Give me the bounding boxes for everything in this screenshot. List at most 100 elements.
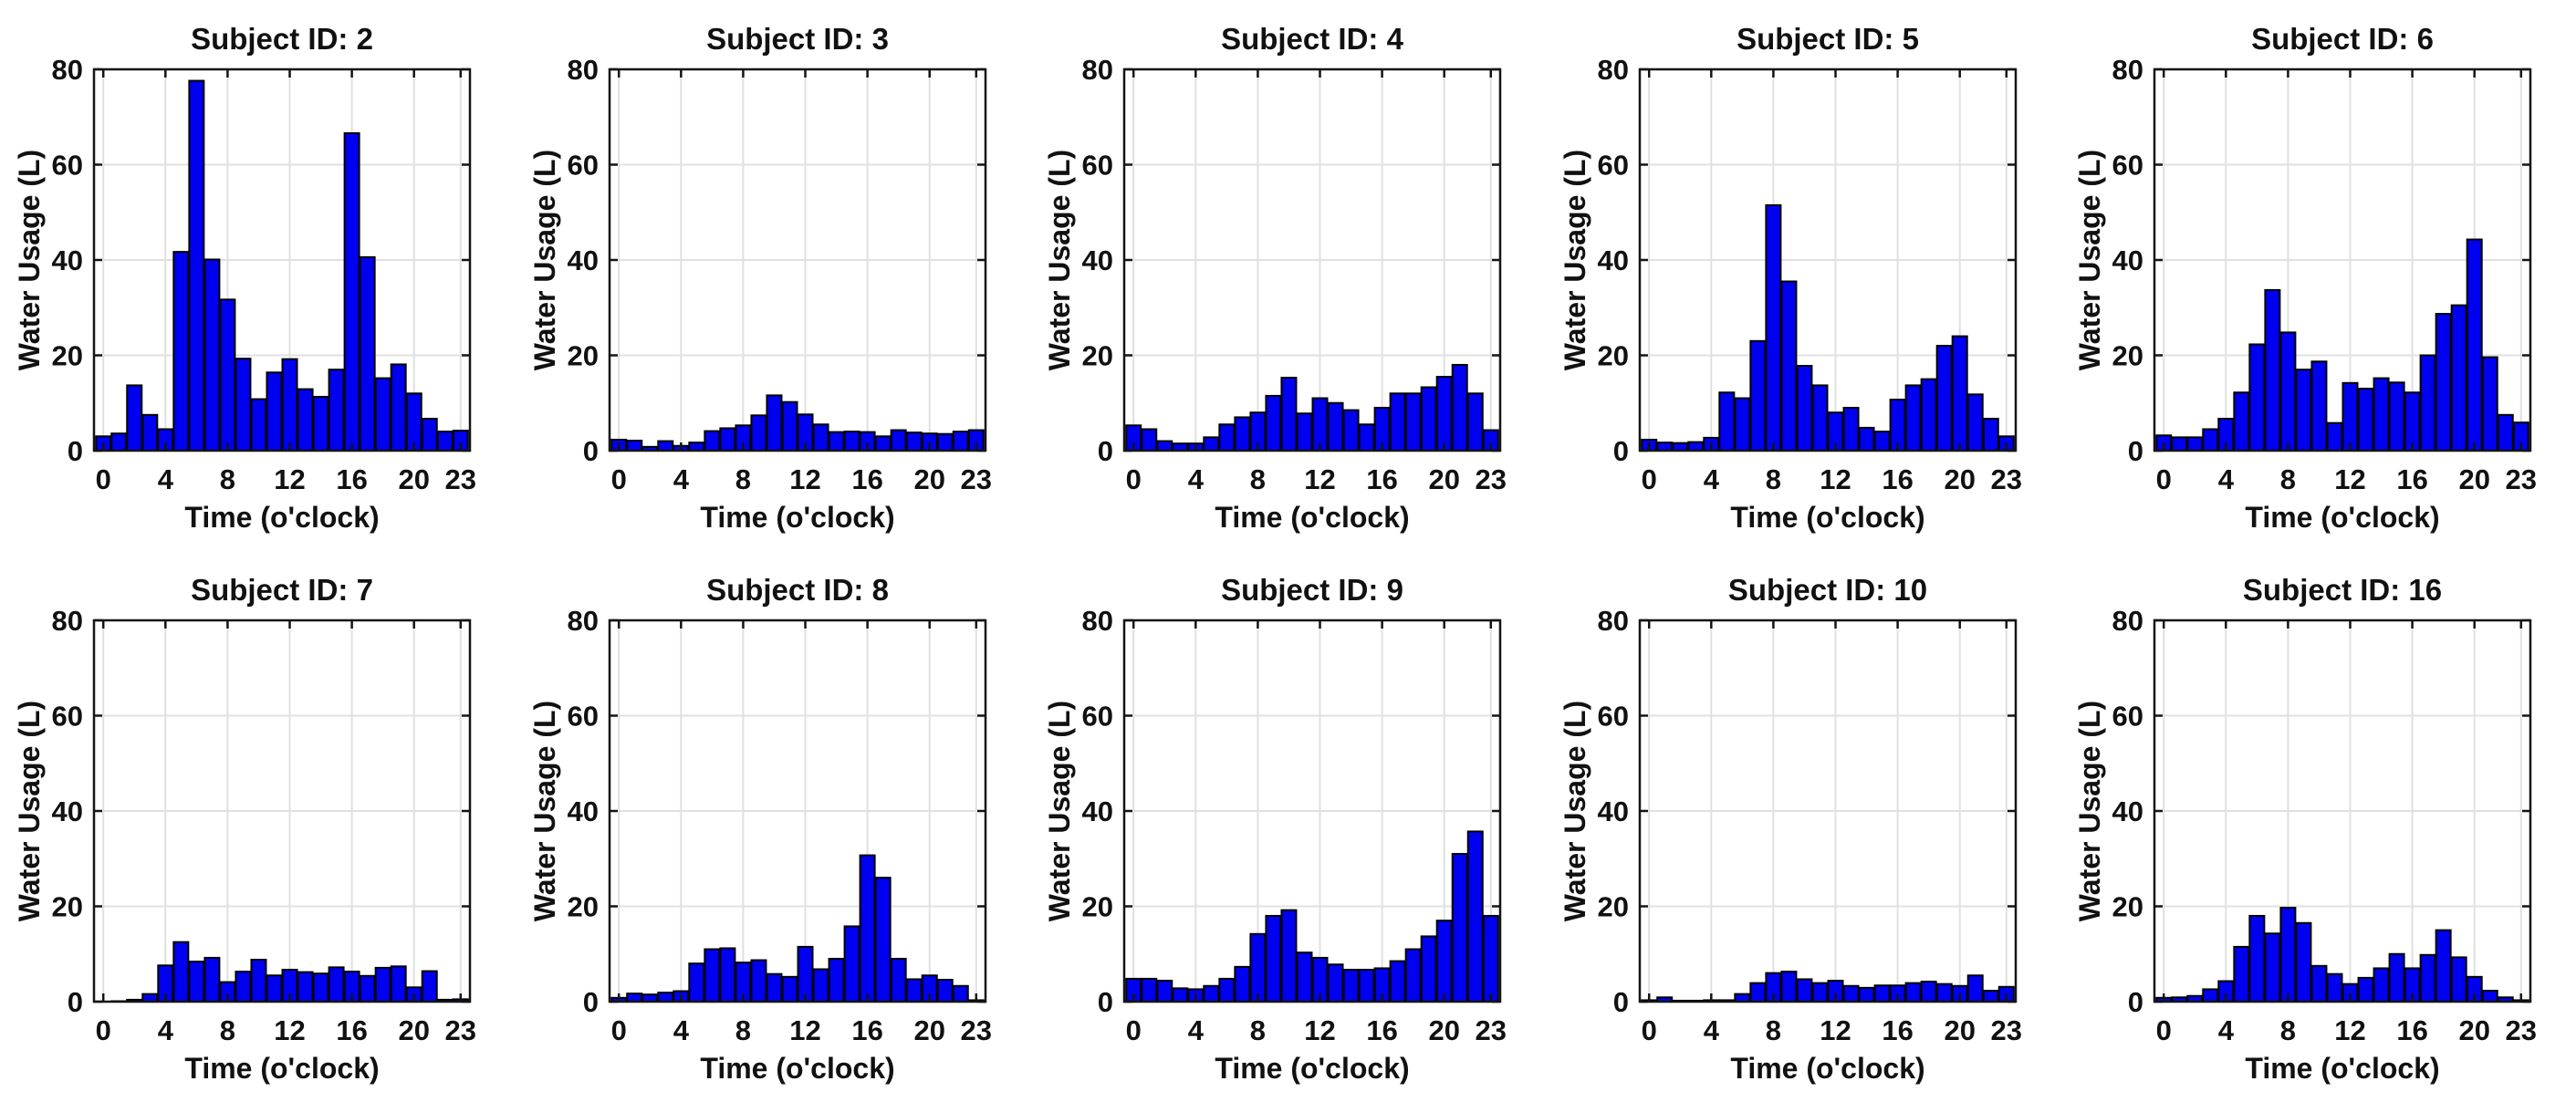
y-tick-label: 0 — [2128, 435, 2143, 467]
bar-hour-22 — [1982, 989, 1999, 1003]
y-tick-label: 40 — [1082, 244, 1113, 276]
bar-hour-9 — [1780, 971, 1798, 1003]
bar-hour-14 — [2373, 967, 2390, 1003]
bar-hour-7 — [203, 258, 221, 452]
x-tick-label: 0 — [610, 463, 626, 495]
y-tick-label: 20 — [1597, 891, 1628, 923]
bar-chart-subject-7: Subject ID: 7 0 20 40 60 80 0 4 8 12 16 20 23 Time (o… — [13, 573, 476, 1085]
x-tick-label: 16 — [1882, 1014, 1913, 1046]
bar-hour-10 — [250, 959, 267, 1003]
bar-chart-subject-8: Subject ID: 8 0 20 40 60 80 0 4 8 12 16 20 23 Time (o… — [528, 573, 992, 1085]
bar-hour-13 — [1842, 984, 1860, 1003]
bar-hour-2 — [2186, 436, 2204, 452]
grid-lines — [1124, 620, 1501, 1002]
y-tick-label: 20 — [1082, 340, 1113, 372]
bars — [110, 941, 469, 1003]
bar-hour-19 — [1935, 982, 1953, 1003]
y-tick-label: 20 — [2112, 891, 2143, 923]
bar-hour-8 — [219, 298, 236, 452]
x-tick-label: 20 — [2459, 463, 2490, 495]
subplot-title: Subject ID: 10 — [1728, 573, 1927, 607]
x-tick-label: 8 — [1766, 1014, 1781, 1046]
y-tick-label: 40 — [52, 244, 83, 276]
x-tick-label: 20 — [398, 1014, 429, 1046]
bar-hour-2 — [1156, 440, 1173, 452]
bar-hour-22 — [436, 431, 454, 452]
bar-hour-1 — [1141, 977, 1158, 1003]
subplot-title: Subject ID: 16 — [2243, 573, 2442, 607]
subplot-subject-3: Subject ID: 3 0 20 40 60 80 0 4 8 12 16 20 23 Time (o… — [516, 0, 1031, 551]
bar-hour-1 — [2171, 436, 2188, 452]
bar-hour-7 — [1749, 339, 1767, 452]
bar-hour-9 — [235, 358, 252, 452]
y-axis-label: Water Usage (L) — [1559, 701, 1591, 921]
bar-hour-10 — [2310, 964, 2328, 1003]
x-tick-label: 4 — [2218, 463, 2235, 495]
x-axis-label: Time (o'clock) — [2246, 501, 2440, 534]
y-tick-label: 60 — [1082, 150, 1113, 182]
bar-hour-18 — [890, 429, 907, 452]
tick-marks — [609, 619, 986, 1003]
bar-hour-17 — [2420, 953, 2437, 1003]
bar-hour-16 — [859, 854, 876, 1003]
bar-hour-8 — [1765, 203, 1782, 452]
bars — [1125, 830, 1499, 1003]
grid-lines — [1639, 620, 2016, 1002]
x-tick-label: 0 — [2156, 1014, 2172, 1046]
bar-hour-5 — [687, 442, 704, 452]
bar-hour-6 — [1734, 993, 1751, 1003]
bar-hour-21 — [1966, 974, 1984, 1003]
bar-hour-6 — [703, 430, 720, 452]
x-tick-label: 8 — [220, 463, 235, 495]
bar-hour-19 — [905, 978, 923, 1003]
bar-hour-6 — [1734, 397, 1751, 452]
tick-marks — [609, 68, 986, 452]
bar-hour-15 — [1873, 431, 1891, 452]
bar-hour-15 — [843, 431, 860, 452]
bar-hour-23 — [1482, 914, 1499, 1003]
x-tick-label: 0 — [96, 1014, 111, 1046]
x-tick-label: 4 — [673, 463, 689, 495]
tick-marks — [1639, 619, 2016, 1003]
bar-hour-5 — [1718, 391, 1736, 452]
x-tick-label: 12 — [1820, 1014, 1851, 1046]
y-tick-label: 80 — [1082, 54, 1113, 86]
x-tick-label: 20 — [913, 1014, 944, 1046]
subplot-subject-5: Subject ID: 5 0 20 40 60 80 0 4 8 12 16 20 23 Time (o… — [1546, 0, 2061, 551]
x-axis-label: Time (o'clock) — [1730, 501, 1924, 534]
bar-hour-11 — [1296, 951, 1313, 1003]
bar-hour-19 — [2451, 304, 2468, 452]
subplot-subject-16: Subject ID: 16 0 20 40 60 80 0 4 8 12 16 20 23 Time (… — [2060, 551, 2576, 1102]
y-axis-label: Water Usage (L) — [1043, 150, 1076, 370]
x-tick-label: 16 — [1882, 463, 1913, 495]
y-tick-label: 60 — [2112, 701, 2143, 733]
bar-hour-21 — [421, 970, 438, 1003]
bar-hour-3 — [141, 413, 159, 452]
x-tick-label: 16 — [851, 463, 882, 495]
bar-hour-9 — [2295, 921, 2312, 1003]
y-axis-label: Water Usage (L) — [528, 701, 561, 921]
bar-hour-10 — [2310, 360, 2328, 452]
x-tick-label: 12 — [1304, 1014, 1335, 1046]
bar-hour-5 — [172, 251, 190, 452]
bar-hour-19 — [905, 431, 923, 452]
x-tick-label: 8 — [1250, 1014, 1266, 1046]
y-tick-label: 80 — [567, 54, 598, 86]
bar-hour-14 — [828, 431, 845, 452]
y-tick-label: 40 — [52, 795, 83, 827]
x-axis-label: Time (o'clock) — [1730, 1052, 1924, 1085]
bar-hour-11 — [2326, 421, 2343, 452]
bars — [1641, 971, 2015, 1003]
x-axis-label: Time (o'clock) — [1215, 1052, 1410, 1085]
bar-hour-14 — [1342, 409, 1360, 452]
grid-lines — [94, 620, 470, 1002]
bar-hour-6 — [188, 79, 205, 452]
x-tick-label: 16 — [2397, 1014, 2428, 1046]
bar-hour-11 — [781, 975, 798, 1003]
x-tick-label: 20 — [2459, 1014, 2490, 1046]
bar-hour-9 — [1265, 914, 1282, 1003]
bar-hour-17 — [1389, 960, 1406, 1003]
y-tick-label: 80 — [1597, 54, 1628, 86]
x-tick-label: 23 — [1476, 463, 1507, 495]
